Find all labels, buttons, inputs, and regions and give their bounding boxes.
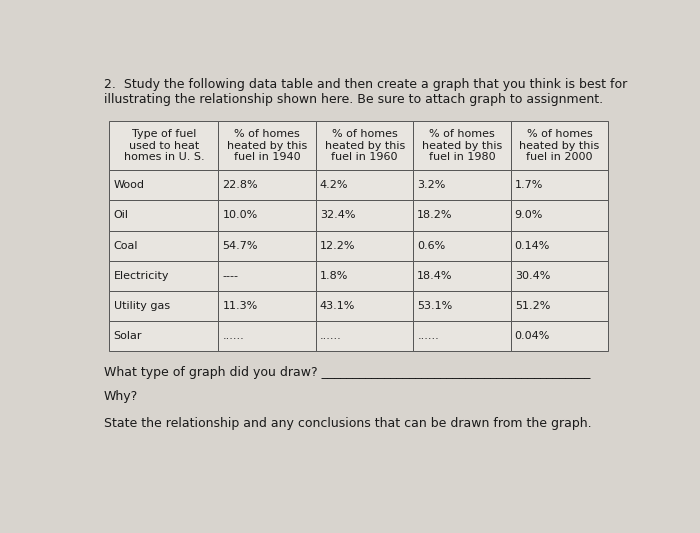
Text: What type of graph did you draw? ___________________________________________: What type of graph did you draw? _______… [104, 366, 590, 378]
Text: State the relationship and any conclusions that can be drawn from the graph.: State the relationship and any conclusio… [104, 417, 592, 430]
Text: Why?: Why? [104, 390, 138, 403]
Text: illustrating the relationship shown here. Be sure to attach graph to assignment.: illustrating the relationship shown here… [104, 93, 603, 106]
Text: 2.  Study the following data table and then create a graph that you think is bes: 2. Study the following data table and th… [104, 78, 627, 91]
